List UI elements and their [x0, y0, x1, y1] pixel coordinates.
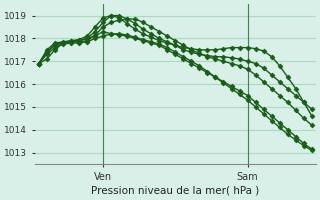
X-axis label: Pression niveau de la mer( hPa ): Pression niveau de la mer( hPa ): [91, 186, 260, 196]
